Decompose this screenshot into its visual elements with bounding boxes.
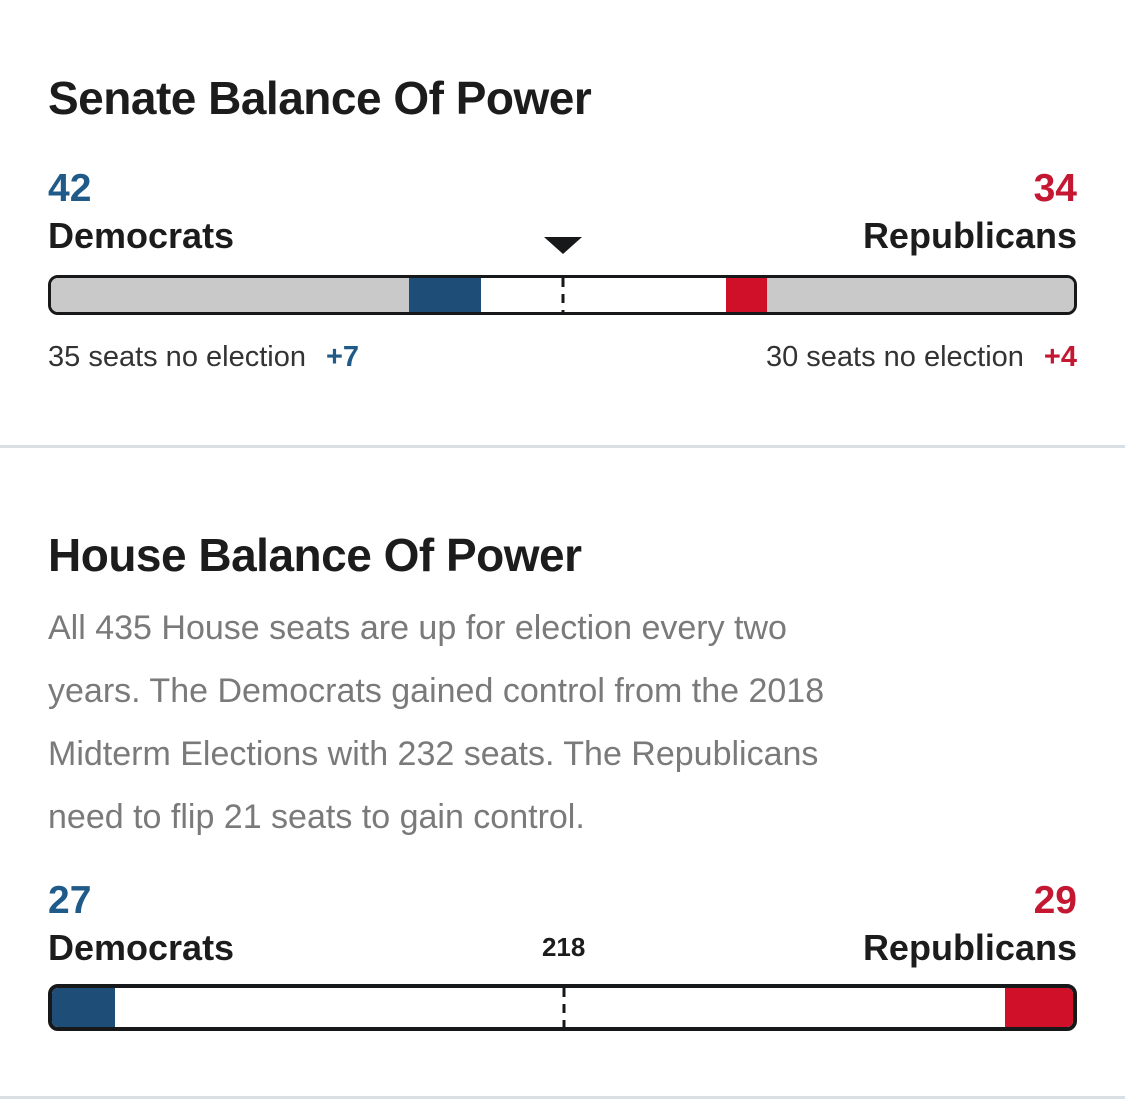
majority-down-arrow-icon bbox=[543, 237, 582, 255]
house-republicans-seat-count: 29 bbox=[1033, 879, 1077, 923]
senate-republicans-net-gain: +4 bbox=[1043, 341, 1077, 374]
senate-republicans-seat-count: 34 bbox=[1033, 166, 1077, 210]
senate-balance-bar bbox=[48, 275, 1077, 316]
house-democrats-label-group: 27 Democrats bbox=[48, 881, 234, 967]
description-line: Midterm Elections with 232 seats. The Re… bbox=[48, 735, 819, 774]
bar-segment-dem-seats-no-election bbox=[51, 278, 410, 313]
house-bar-wrap bbox=[48, 984, 1077, 1032]
senate-democrats-no-election-text: 35 seats no election bbox=[48, 341, 306, 374]
description-line: need to flip 21 seats to gain control. bbox=[48, 798, 585, 837]
house-republicans-label-group: 29 Republicans bbox=[863, 881, 1077, 967]
bar-segment-dem-seats-won bbox=[409, 278, 481, 313]
bar-segment-dem-seats-won bbox=[52, 988, 116, 1028]
bar-segment-rep-seats-no-election bbox=[767, 278, 1074, 313]
house-party-labels-row: 27 Democrats 218 29 Republicans bbox=[48, 881, 1077, 967]
senate-democrats-note: 35 seats no election +7 bbox=[48, 341, 359, 374]
bar-segment-rep-seats-won bbox=[1004, 988, 1073, 1028]
house-democrats-party-label: Democrats bbox=[48, 927, 235, 969]
bottom-divider bbox=[0, 1096, 1125, 1100]
senate-majority-dashed-line bbox=[561, 278, 564, 313]
house-description: All 435 House seats are up for election … bbox=[48, 597, 1077, 849]
description-line: years. The Democrats gained control from… bbox=[48, 672, 825, 711]
house-republicans-party-label: Republicans bbox=[862, 927, 1077, 969]
senate-republicans-note: 30 seats no election +4 bbox=[766, 341, 1077, 374]
senate-democrats-label-group: 42 Democrats bbox=[48, 169, 234, 255]
house-majority-dashed-line bbox=[562, 988, 566, 1028]
bar-segment-undecided-seats bbox=[480, 278, 727, 313]
house-democrats-seat-count: 27 bbox=[48, 879, 92, 923]
senate-section-title: Senate Balance Of Power bbox=[48, 72, 592, 124]
senate-democrats-seat-count: 42 bbox=[48, 166, 92, 210]
section-divider bbox=[0, 444, 1125, 448]
house-balance-bar bbox=[48, 984, 1077, 1032]
senate-republicans-party-label: Republicans bbox=[862, 214, 1077, 256]
senate-republicans-no-election-text: 30 seats no election bbox=[765, 341, 1024, 374]
senate-bar-wrap bbox=[48, 275, 1077, 316]
senate-party-labels-row: 42 Democrats 34 Republicans bbox=[48, 169, 1077, 255]
house-balance-of-power-section: House Balance Of Power All 435 House sea… bbox=[0, 448, 1125, 1032]
bar-segment-rep-seats-won bbox=[726, 278, 768, 313]
house-section-title: House Balance Of Power bbox=[48, 528, 582, 581]
senate-republicans-label-group: 34 Republicans bbox=[863, 169, 1077, 255]
senate-democrats-party-label: Democrats bbox=[48, 214, 235, 256]
house-majority-seats-label: 218 bbox=[541, 932, 586, 963]
senate-democrats-net-gain: +7 bbox=[325, 341, 360, 374]
senate-balance-of-power-section: Senate Balance Of Power 42 Democrats 34 … bbox=[0, 0, 1125, 375]
description-line: All 435 House seats are up for election … bbox=[48, 609, 787, 648]
senate-notes-row: 35 seats no election +7 30 seats no elect… bbox=[48, 341, 1077, 374]
bar-segment-undecided-seats bbox=[115, 988, 1005, 1028]
